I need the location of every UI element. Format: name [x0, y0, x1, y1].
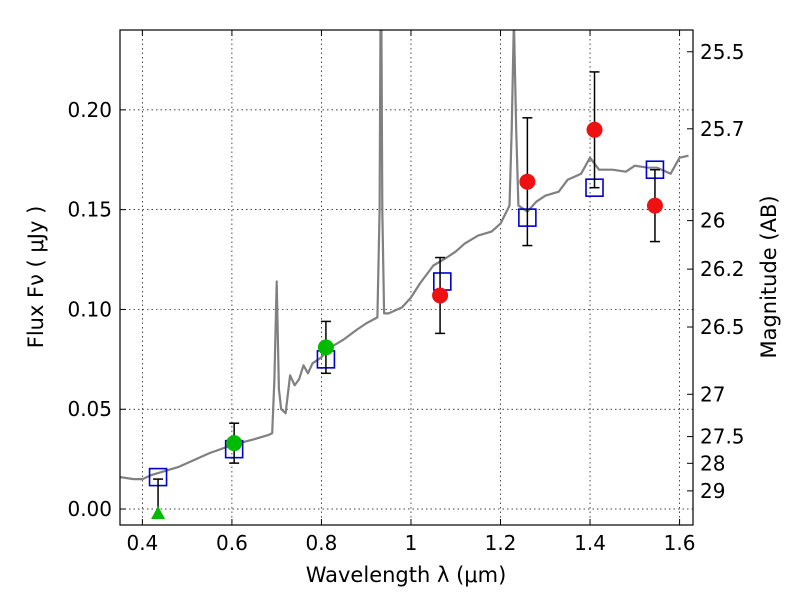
plot-frame: [119, 29, 694, 526]
observed-point: [586, 121, 603, 138]
observed-point: [226, 435, 243, 452]
x-tick-label: 1.4: [574, 531, 606, 555]
observed-point: [646, 197, 663, 214]
plot-background: [120, 30, 693, 525]
grid-lines: [120, 30, 693, 525]
spectrum-line: [120, 30, 689, 481]
y2-tick-label: 26.5: [700, 315, 745, 339]
observed-point: [519, 173, 536, 190]
observed-point: [432, 287, 449, 304]
y-tick-label: 0.20: [67, 98, 112, 122]
x-axis-label: Wavelength λ (μm): [306, 563, 507, 587]
y2-tick-label: 28: [700, 451, 725, 475]
y-tick-label: 0.05: [67, 397, 112, 421]
observed-point: [317, 339, 334, 356]
y2-tick-label: 25.5: [700, 40, 745, 64]
y2-tick-label: 25.7: [700, 117, 745, 141]
y-axis-left: 0.00 0.05 0.10 0.15 0.20: [67, 98, 126, 521]
y-tick-label: 0.00: [67, 497, 112, 521]
y-axis-right: 25.5 25.7 26 26.2 26.5 27 27.528 29: [687, 40, 745, 503]
x-tick-label: 0.8: [306, 531, 338, 555]
plot-area: [120, 30, 689, 520]
x-axis: 0.4 0.6 0.8 1 1.2 1.4 1.6: [126, 30, 695, 555]
y2-tick-label: 29: [700, 479, 725, 503]
x-tick-label: 1: [405, 531, 418, 555]
y2-tick-label: 26: [700, 209, 725, 233]
y2-tick-label: 27: [700, 382, 725, 406]
y-tick-label: 0.10: [67, 297, 112, 321]
y-tick-label: 0.15: [67, 198, 112, 222]
y2-tick-label: 26.2: [700, 257, 745, 281]
y-axis-label: Flux Fν ( μJy ): [24, 206, 48, 349]
x-tick-label: 0.6: [216, 531, 248, 555]
upper-limit-triangle: [151, 506, 166, 520]
x-tick-label: 0.4: [126, 531, 158, 555]
x-tick-label: 1.2: [485, 531, 517, 555]
x-tick-label: 1.6: [664, 531, 696, 555]
y2-tick-label: 27.5: [700, 425, 745, 449]
y2-axis-label: Magnitude (AB): [757, 195, 781, 358]
